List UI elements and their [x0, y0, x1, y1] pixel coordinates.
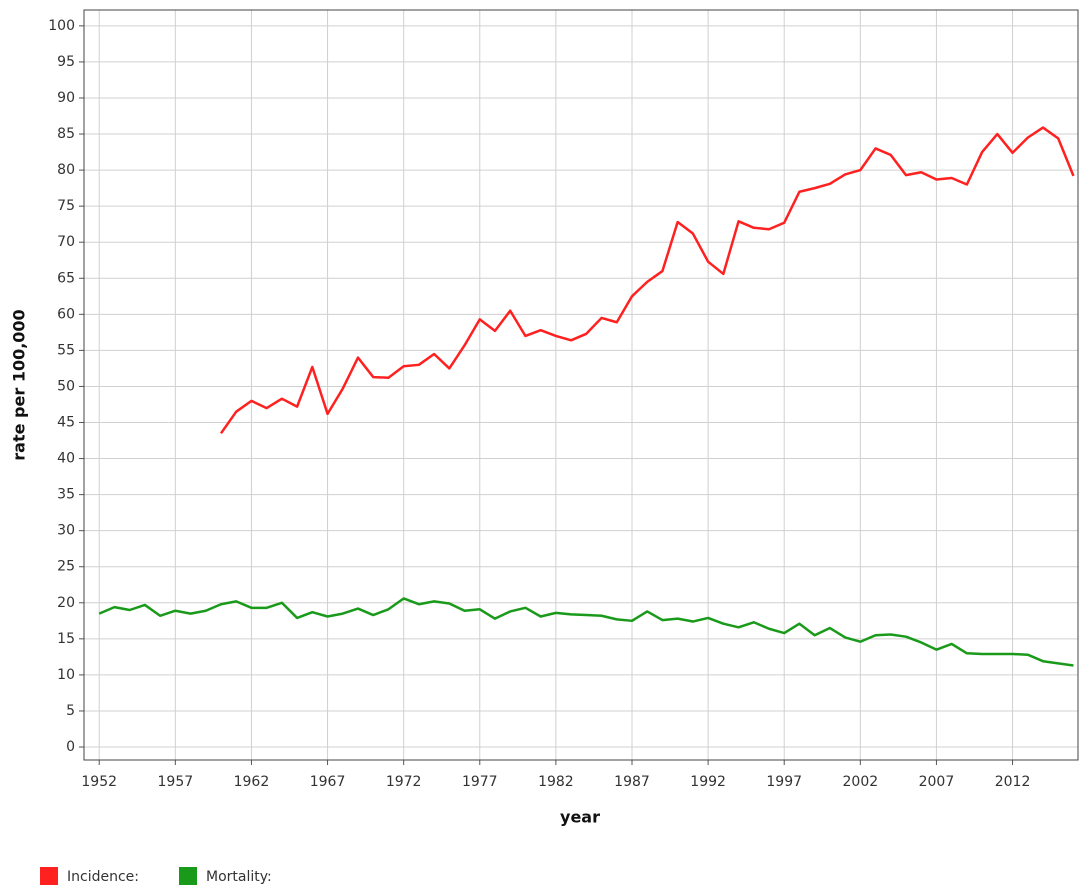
line-series: [219, 126, 1075, 435]
y-tick-label: 95: [57, 54, 75, 70]
legend-swatch: [40, 867, 58, 885]
y-tick-label: 65: [57, 270, 75, 286]
y-tick-label: 90: [57, 90, 75, 106]
x-axis-label: year: [560, 808, 600, 827]
y-tick-label: 60: [57, 306, 75, 322]
plot-area: [84, 10, 1078, 760]
y-tick-label: 15: [57, 631, 75, 647]
y-tick-label: 10: [57, 667, 75, 683]
x-tick-label: 2002: [843, 774, 879, 790]
x-tick-label: 1977: [462, 774, 498, 790]
x-tick-label: 1997: [766, 774, 802, 790]
y-tick-label: 5: [66, 703, 75, 719]
y-tick-label: 55: [57, 342, 75, 358]
y-tick-label: 80: [57, 162, 75, 178]
x-tick-label: 1982: [538, 774, 574, 790]
legend-label: Mortality:: [206, 869, 272, 885]
y-tick-label: 85: [57, 126, 75, 142]
y-axis-label: rate per 100,000: [10, 309, 29, 460]
y-tick-label: 35: [57, 487, 75, 503]
y-tick-label: 100: [48, 18, 75, 34]
legend-label: Incidence:: [67, 869, 139, 885]
x-tick-label: 1987: [614, 774, 650, 790]
x-tick-label: 1967: [310, 774, 346, 790]
y-tick-label: 45: [57, 415, 75, 431]
x-tick-label: 1972: [386, 774, 422, 790]
x-tick-label: 1962: [234, 774, 270, 790]
y-tick-label: 0: [66, 739, 75, 755]
y-tick-label: 50: [57, 378, 75, 394]
legend-swatch: [179, 867, 197, 885]
x-tick-label: 1957: [158, 774, 194, 790]
x-tick-label: 2007: [919, 774, 955, 790]
y-tick-label: 70: [57, 234, 75, 250]
x-tick-label: 1952: [81, 774, 117, 790]
x-tick-label: 2012: [995, 774, 1031, 790]
line-series: [98, 597, 1074, 667]
plot-border: [83, 9, 1079, 761]
y-tick-label: 25: [57, 559, 75, 575]
y-tick-label: 75: [57, 198, 75, 214]
x-tick-label: 1992: [690, 774, 726, 790]
y-tick-label: 30: [57, 523, 75, 539]
y-tick-label: 20: [57, 595, 75, 611]
y-tick-label: 40: [57, 451, 75, 467]
